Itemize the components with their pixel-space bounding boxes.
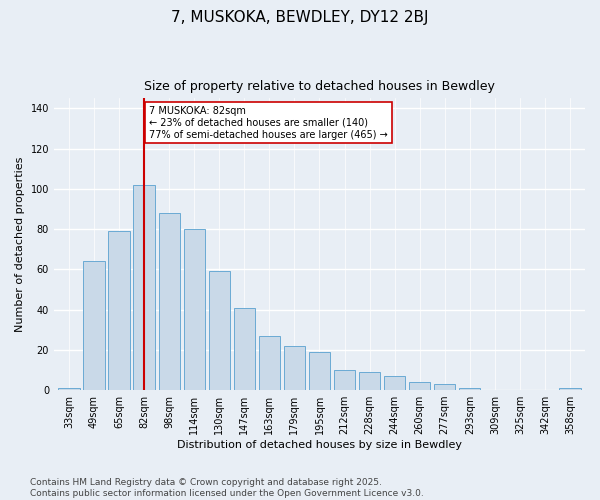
Bar — [158, 213, 180, 390]
Bar — [459, 388, 481, 390]
Bar — [334, 370, 355, 390]
Y-axis label: Number of detached properties: Number of detached properties — [15, 156, 25, 332]
Bar — [259, 336, 280, 390]
Bar — [133, 185, 155, 390]
Bar — [58, 388, 80, 390]
Bar — [434, 384, 455, 390]
Title: Size of property relative to detached houses in Bewdley: Size of property relative to detached ho… — [144, 80, 495, 93]
Bar — [309, 352, 330, 390]
Bar — [109, 231, 130, 390]
Text: 7 MUSKOKA: 82sqm
← 23% of detached houses are smaller (140)
77% of semi-detached: 7 MUSKOKA: 82sqm ← 23% of detached house… — [149, 106, 388, 140]
Text: 7, MUSKOKA, BEWDLEY, DY12 2BJ: 7, MUSKOKA, BEWDLEY, DY12 2BJ — [171, 10, 429, 25]
Text: Contains HM Land Registry data © Crown copyright and database right 2025.
Contai: Contains HM Land Registry data © Crown c… — [30, 478, 424, 498]
Bar — [83, 262, 104, 390]
Bar — [384, 376, 405, 390]
X-axis label: Distribution of detached houses by size in Bewdley: Distribution of detached houses by size … — [177, 440, 462, 450]
Bar — [359, 372, 380, 390]
Bar — [409, 382, 430, 390]
Bar — [209, 272, 230, 390]
Bar — [233, 308, 255, 390]
Bar — [559, 388, 581, 390]
Bar — [284, 346, 305, 390]
Bar — [184, 229, 205, 390]
